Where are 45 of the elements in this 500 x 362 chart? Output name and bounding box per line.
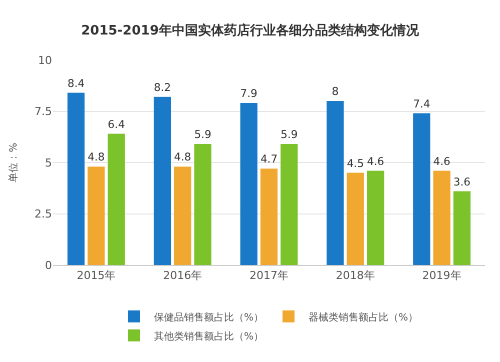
- x-tick-label: 2017年: [250, 269, 288, 282]
- x-tick-label: 2016年: [163, 269, 202, 282]
- data-label: 4.7: [260, 152, 278, 166]
- x-tick-label: 2019年: [422, 269, 462, 282]
- y-tick-label: 5: [45, 156, 52, 170]
- bar: [194, 144, 212, 265]
- y-tick-label: 10: [38, 54, 52, 67]
- data-label: 8.4: [67, 76, 85, 90]
- x-tick-label: 2015年: [76, 269, 116, 282]
- bar: [88, 166, 105, 265]
- data-label: 4.5: [346, 156, 364, 170]
- data-label: 5.9: [280, 128, 298, 142]
- data-label: 4.8: [88, 150, 105, 164]
- legend-label: 保健品销售额占比（%）: [154, 311, 264, 324]
- legend-label: 其他类销售额占比（%）: [154, 330, 264, 342]
- chart-title: 2015-2019年中国实体药店行业各细分品类结构变化情况: [81, 22, 420, 38]
- data-label: 7.4: [413, 97, 430, 110]
- bar: [433, 170, 450, 265]
- y-tick-label: 0: [45, 258, 52, 272]
- bar: [413, 113, 430, 265]
- data-label: 5.9: [194, 128, 212, 142]
- bar: [174, 166, 192, 265]
- data-label: 8.2: [154, 80, 172, 94]
- data-label: 8: [332, 85, 339, 98]
- bar: [154, 96, 172, 265]
- data-label: 3.6: [453, 175, 471, 188]
- legend-label: 器械类销售额占比（%）: [308, 311, 418, 324]
- x-tick-label: 2018年: [336, 269, 375, 282]
- bar: [453, 191, 471, 265]
- y-axis-title: 单位：%: [8, 142, 20, 182]
- bar: [260, 168, 278, 265]
- bar: [326, 101, 344, 265]
- bar: [67, 92, 85, 265]
- bar: [108, 134, 125, 265]
- data-label: 4.8: [174, 150, 192, 164]
- data-label: 4.6: [433, 154, 451, 168]
- bar: [366, 170, 384, 265]
- bar: [346, 172, 364, 265]
- data-label: 6.4: [108, 118, 126, 131]
- y-tick-label: 7.5: [34, 105, 52, 118]
- bar: [240, 103, 258, 265]
- data-label: 7.9: [240, 87, 258, 100]
- y-tick-label: 2.5: [34, 208, 52, 221]
- bar: [280, 144, 298, 265]
- data-label: 4.6: [366, 154, 384, 168]
